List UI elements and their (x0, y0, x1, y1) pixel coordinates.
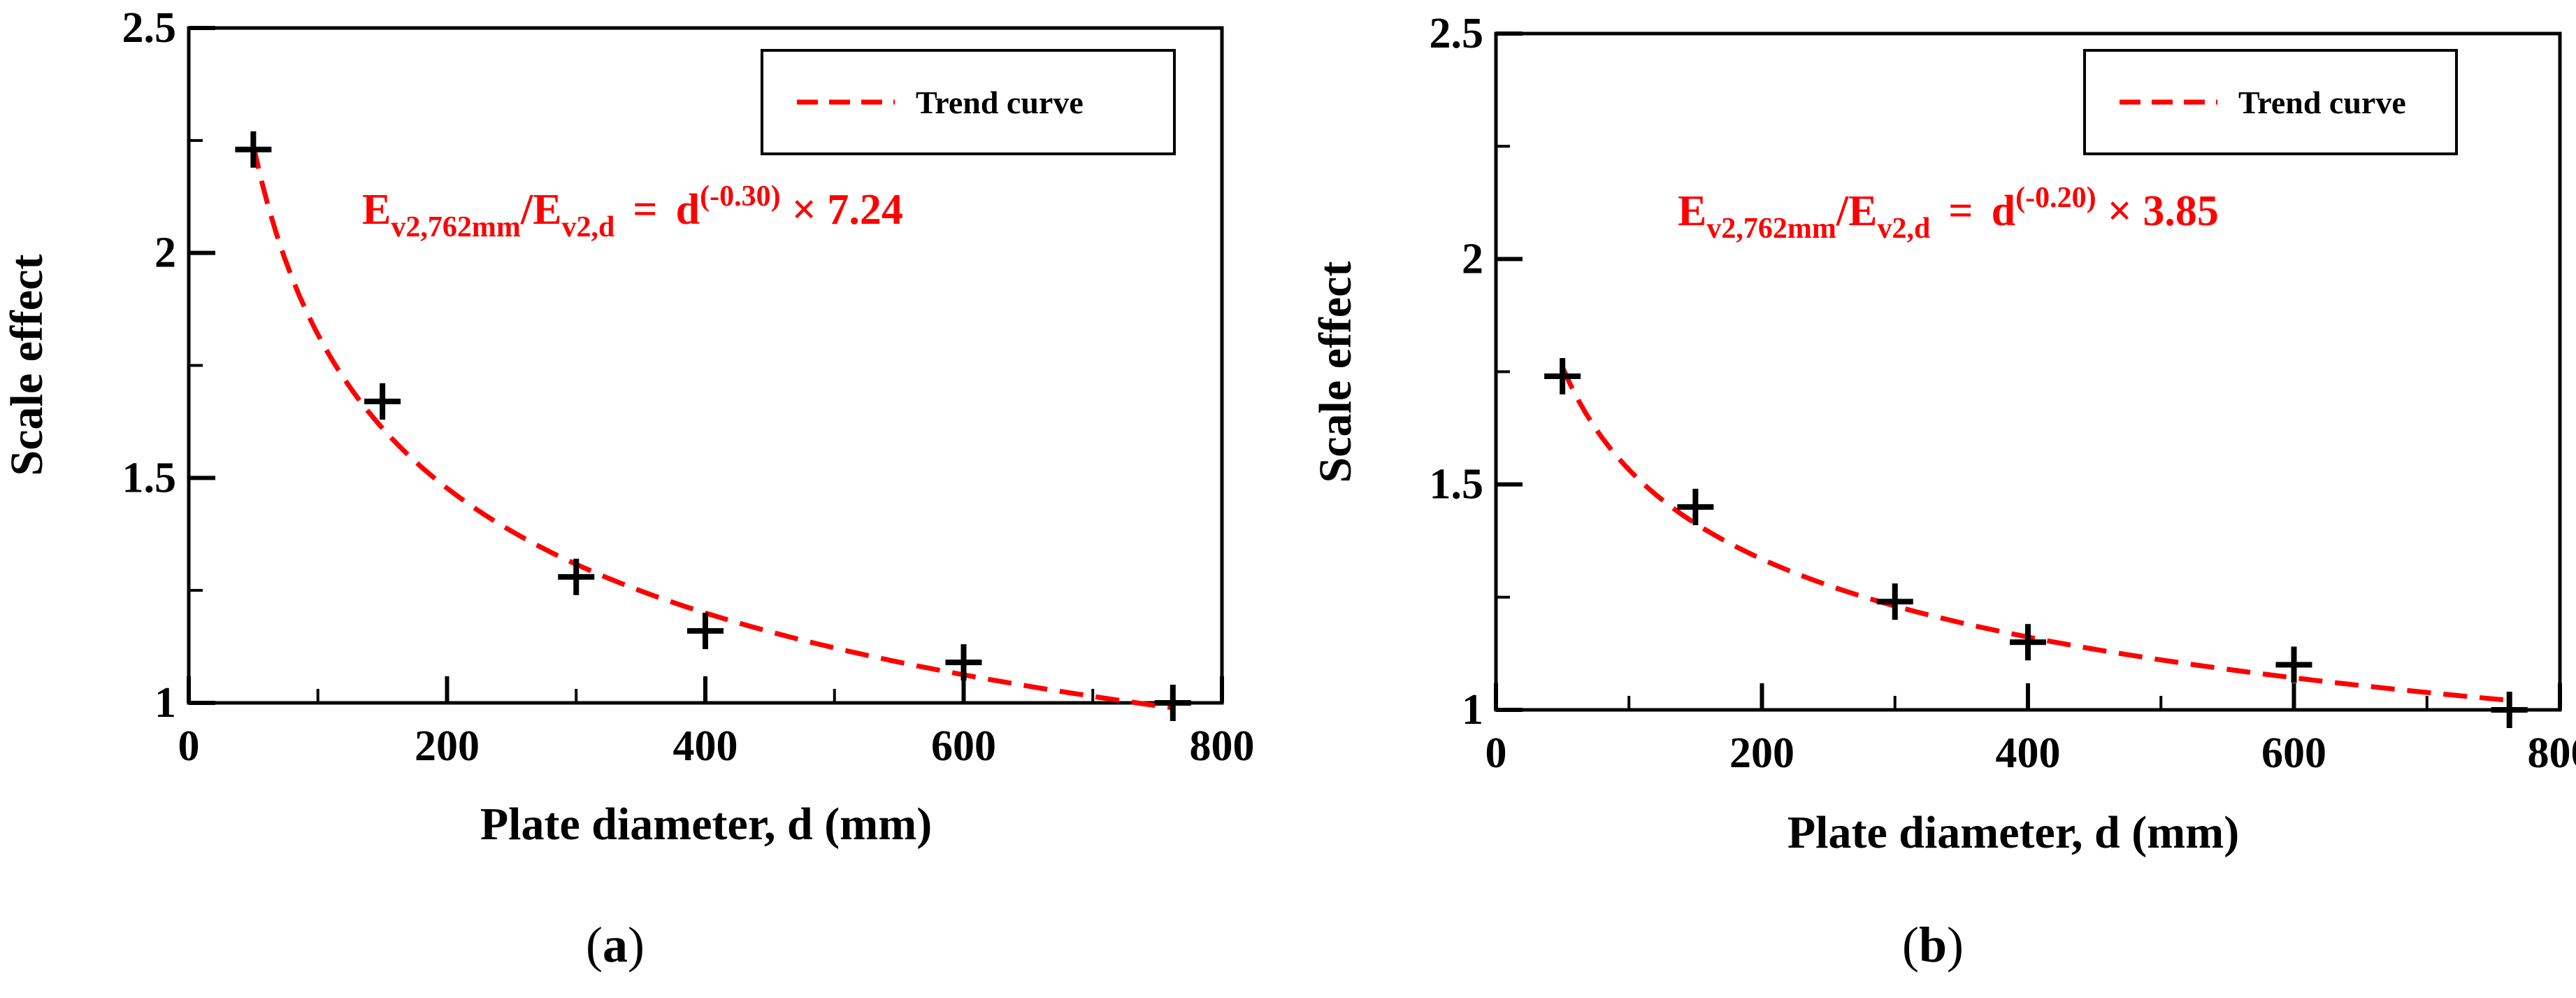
data-point-marker (2275, 646, 2312, 683)
caption-close: ) (1947, 917, 1964, 973)
x-axis-title: Plate diameter, d (mm) (480, 799, 932, 850)
eq-slash: /E (1836, 187, 1878, 235)
eq-multiplier: × 7.24 (792, 186, 903, 234)
caption-open: ( (1902, 917, 1919, 973)
y-tick-label: 1.5 (122, 454, 177, 501)
x-tick-label: 400 (1996, 729, 2061, 777)
x-tick-label: 0 (178, 722, 200, 770)
data-point-marker (1154, 685, 1191, 721)
eq-lhs-main: E (362, 186, 391, 234)
caption-close: ) (628, 917, 645, 973)
y-tick-label: 1 (1462, 686, 1483, 734)
eq-equals: = (1948, 187, 1973, 235)
y-tick-label: 2 (1462, 235, 1483, 283)
data-point-marker (687, 613, 724, 650)
eq-exponent: (-0.20) (2015, 182, 2096, 214)
data-point-marker (558, 558, 595, 595)
eq-base: d (1992, 187, 2015, 235)
legend-label: Trend curve (916, 85, 1084, 120)
x-tick-label: 200 (1729, 729, 1794, 777)
chart-panel-b: 0 200 400 600 800 1 1.5 2 2.5 Plate diameter, d (… (1310, 10, 2576, 973)
x-tick-label: 600 (2261, 729, 2326, 777)
trend-curve (1560, 366, 2510, 703)
eq-lhs-sub: v2,762mm (1706, 213, 1836, 245)
data-point-marker (1544, 357, 1581, 394)
eq-base: d (676, 186, 700, 234)
legend-box (2083, 49, 2458, 155)
y-tick-label: 2 (154, 229, 176, 277)
chart-panel-a: 0 200 400 600 800 1 1.5 2 2.5 Plate diameter, d (… (1, 4, 1255, 973)
y-axis-title: Scale effect (1310, 262, 1361, 483)
eq-rhs-sub: v2,d (561, 211, 614, 243)
panel-caption: (b) (1902, 917, 1964, 973)
eq-rhs-sub: v2,d (1877, 213, 1930, 245)
panel-caption: (a) (586, 917, 645, 973)
legend-label: Trend curve (2238, 85, 2406, 120)
legend: Trend curve (2083, 49, 2458, 155)
caption-letter: a (603, 917, 628, 973)
data-point-marker (235, 131, 272, 168)
x-tick-label: 800 (1190, 722, 1255, 770)
y-tick-label: 2.5 (1430, 10, 1484, 57)
x-tick-label: 400 (673, 722, 738, 770)
eq-lhs-sub: v2,762mm (391, 211, 520, 243)
data-point-marker (2010, 624, 2046, 661)
x-tick-label: 200 (415, 722, 480, 770)
eq-lhs-main: E (1678, 187, 1706, 235)
y-tick-label: 2.5 (122, 4, 177, 52)
y-tick-label: 1 (154, 679, 176, 727)
trend-curve (250, 145, 1174, 711)
eq-slash: /E (520, 186, 562, 234)
data-point-marker (1876, 583, 1913, 620)
eq-equals: = (633, 186, 657, 234)
x-tick-label: 600 (931, 722, 996, 770)
data-point-marker (2491, 692, 2528, 728)
data-point-marker (1677, 488, 1714, 525)
y-axis-title: Scale effect (1, 255, 52, 476)
eq-exponent: (-0.30) (700, 180, 780, 213)
x-tick-label: 0 (1485, 729, 1507, 777)
data-point-marker (364, 383, 401, 420)
equation-annotation: Ev2,762mm/Ev2,d = d(-0.30) × 7.24 (362, 180, 903, 243)
legend: Trend curve (761, 49, 1176, 155)
data-point-marker (945, 644, 982, 681)
caption-letter: b (1919, 917, 1947, 973)
caption-open: ( (586, 917, 603, 973)
eq-multiplier: × 3.85 (2108, 187, 2219, 235)
x-axis-title: Plate diameter, d (mm) (1787, 807, 2239, 858)
y-tick-label: 1.5 (1430, 461, 1484, 508)
x-tick-label: 800 (2528, 729, 2576, 777)
equation-annotation: Ev2,762mm/Ev2,d = d(-0.20) × 3.85 (1678, 182, 2219, 245)
